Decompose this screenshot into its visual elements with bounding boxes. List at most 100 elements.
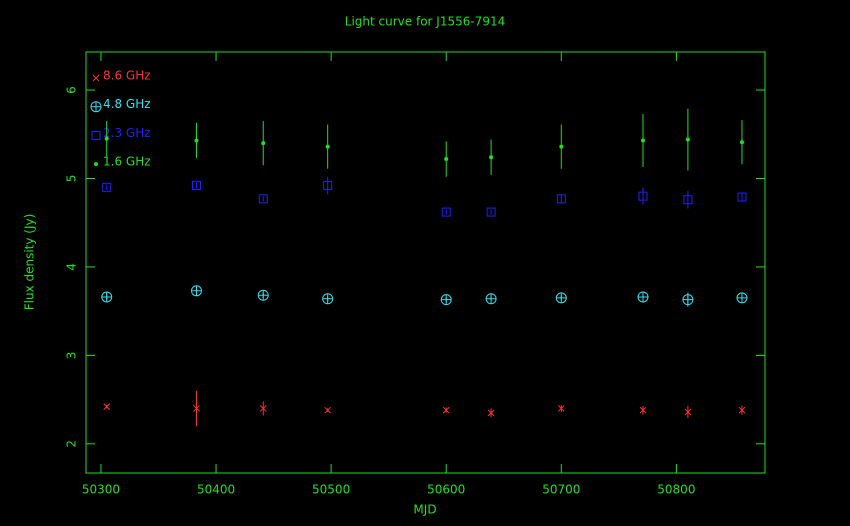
marker bbox=[325, 144, 330, 149]
marker bbox=[736, 292, 748, 304]
marker-shape bbox=[682, 294, 693, 305]
marker-shape bbox=[259, 405, 267, 412]
marker bbox=[193, 405, 200, 412]
y-tick-label: 4 bbox=[65, 263, 79, 271]
marker bbox=[103, 403, 111, 411]
marker-shape bbox=[638, 291, 649, 302]
marker-shape bbox=[684, 408, 692, 416]
marker bbox=[486, 207, 496, 217]
x-tick-label: 50600 bbox=[427, 483, 465, 497]
marker bbox=[637, 291, 649, 303]
marker-shape bbox=[325, 144, 330, 149]
marker-shape bbox=[191, 181, 201, 191]
marker-shape bbox=[191, 285, 202, 296]
x-tick-label: 50800 bbox=[657, 483, 695, 497]
marker bbox=[737, 192, 747, 202]
marker bbox=[639, 406, 647, 414]
x-tick-label: 50400 bbox=[197, 483, 235, 497]
marker bbox=[557, 405, 565, 412]
marker bbox=[261, 141, 266, 146]
marker-shape bbox=[685, 137, 690, 142]
marker bbox=[92, 74, 100, 82]
marker-shape bbox=[639, 406, 647, 414]
marker-shape bbox=[104, 136, 109, 141]
marker bbox=[257, 289, 269, 301]
marker-shape bbox=[556, 194, 566, 204]
marker bbox=[324, 406, 332, 414]
marker bbox=[641, 138, 646, 143]
marker-shape bbox=[94, 162, 98, 167]
legend-label: 1.6 GHz bbox=[103, 155, 151, 169]
marker-shape bbox=[444, 157, 449, 162]
y-tick-label: 2 bbox=[65, 440, 79, 448]
marker-shape bbox=[101, 291, 112, 302]
marker-shape bbox=[441, 294, 452, 305]
marker bbox=[323, 181, 333, 191]
marker bbox=[102, 182, 112, 192]
chart-title: Light curve for J1556-7914 bbox=[345, 15, 505, 29]
marker bbox=[444, 157, 449, 162]
marker-shape bbox=[737, 192, 747, 202]
plot-frame bbox=[85, 51, 766, 474]
marker-shape bbox=[683, 195, 693, 205]
marker-shape bbox=[442, 406, 450, 414]
marker bbox=[556, 194, 566, 204]
marker bbox=[738, 406, 746, 414]
x-tick-label: 50300 bbox=[82, 483, 120, 497]
marker bbox=[91, 130, 101, 140]
marker-shape bbox=[258, 194, 268, 204]
marker-shape bbox=[324, 406, 332, 414]
x-tick-label: 50500 bbox=[312, 483, 350, 497]
marker bbox=[555, 292, 567, 304]
legend-label: 2.3 GHz bbox=[103, 126, 151, 140]
marker bbox=[685, 137, 690, 142]
x-axis-label: MJD bbox=[413, 503, 436, 517]
marker-shape bbox=[91, 101, 101, 112]
marker-shape bbox=[738, 406, 746, 414]
y-tick-label: 3 bbox=[65, 352, 79, 360]
marker bbox=[258, 194, 268, 204]
legend-label: 8.6 GHz bbox=[103, 69, 151, 83]
marker bbox=[684, 408, 692, 416]
marker-shape bbox=[489, 155, 494, 160]
legend-label: 4.8 GHz bbox=[103, 97, 151, 111]
marker bbox=[682, 294, 694, 306]
marker bbox=[90, 101, 102, 113]
marker bbox=[441, 207, 451, 217]
y-tick-label: 6 bbox=[65, 86, 79, 94]
y-tick-label: 5 bbox=[65, 175, 79, 183]
marker bbox=[194, 138, 199, 143]
marker-shape bbox=[556, 292, 567, 303]
marker-shape bbox=[739, 140, 744, 145]
marker bbox=[485, 293, 497, 305]
marker-shape bbox=[91, 130, 101, 140]
marker bbox=[104, 136, 109, 141]
marker-shape bbox=[323, 181, 333, 191]
marker bbox=[191, 181, 201, 191]
marker-shape bbox=[258, 290, 269, 301]
marker-shape bbox=[638, 191, 648, 201]
y-axis-label: Flux density (Jy) bbox=[23, 214, 37, 311]
marker-shape bbox=[194, 138, 199, 143]
marker-shape bbox=[92, 74, 100, 82]
marker bbox=[440, 294, 452, 306]
marker bbox=[683, 195, 693, 205]
marker-shape bbox=[261, 141, 266, 146]
marker bbox=[638, 191, 648, 201]
marker-shape bbox=[736, 292, 747, 303]
marker-shape bbox=[102, 182, 112, 192]
marker bbox=[94, 162, 98, 167]
marker bbox=[259, 405, 267, 412]
marker-shape bbox=[441, 207, 451, 217]
x-tick-label: 50700 bbox=[542, 483, 580, 497]
marker-shape bbox=[559, 144, 564, 149]
marker bbox=[489, 155, 494, 160]
marker bbox=[559, 144, 564, 149]
marker-shape bbox=[487, 409, 495, 417]
marker bbox=[739, 140, 744, 145]
marker-shape bbox=[557, 405, 565, 412]
marker bbox=[442, 406, 450, 414]
marker bbox=[322, 293, 334, 305]
